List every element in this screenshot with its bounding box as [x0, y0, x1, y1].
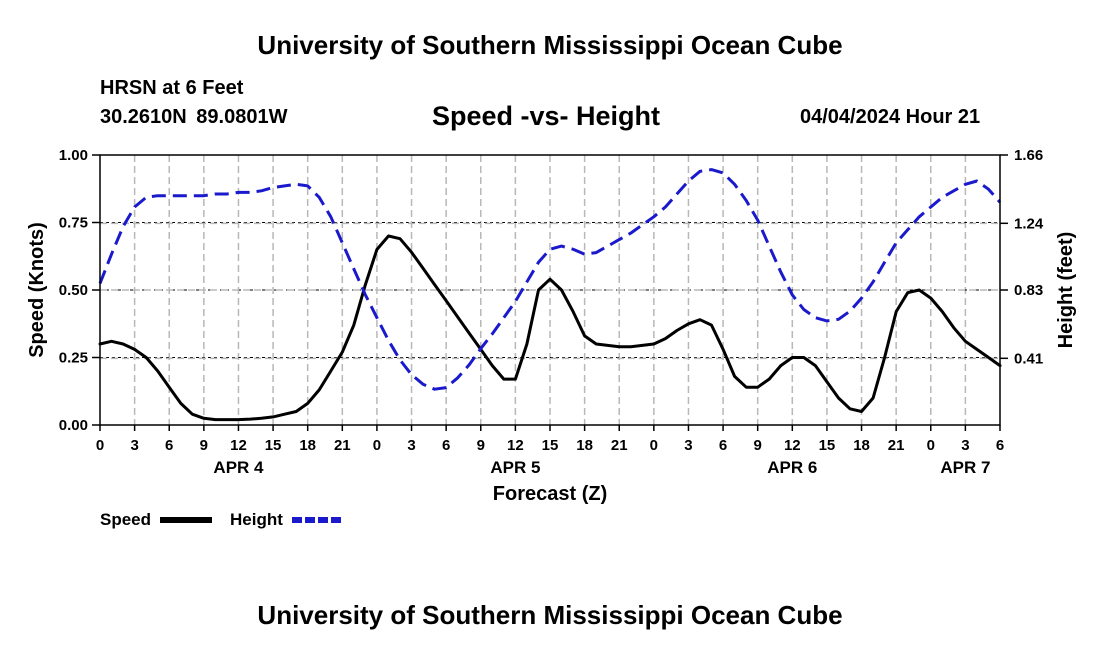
y-axis-title: Speed (Knots)	[26, 222, 48, 358]
y2-axis-title: Height (feet)	[1055, 232, 1077, 349]
x-tick-label: 6	[719, 437, 727, 454]
chart-subtitle: Speed -vs- Height	[432, 101, 661, 131]
chart-legend: Speed Height	[100, 510, 343, 529]
y2-tick-label: 1.66	[1014, 147, 1043, 164]
x-tick-label: 15	[265, 437, 282, 454]
x-tick-label: 12	[784, 437, 801, 454]
y-tick-label: 0.25	[59, 350, 88, 367]
x-tick-label: 21	[888, 437, 905, 454]
legend-label-height: Height	[230, 510, 283, 529]
series-lines	[98, 168, 1002, 422]
chart-main-title: University of Southern Mississippi Ocean…	[257, 30, 843, 60]
legend-label-speed: Speed	[100, 510, 151, 529]
day-label: APR 6	[767, 458, 817, 477]
x-tick-label: 12	[230, 437, 247, 454]
y2-tick-label: 1.24	[1014, 215, 1044, 232]
x-tick-label: 3	[407, 437, 415, 454]
grid-lines	[100, 154, 1000, 425]
day-label: APR 4	[213, 458, 264, 477]
y-tick-label: 0.75	[59, 215, 88, 232]
x-axis-title: Forecast (Z)	[493, 483, 607, 505]
y-tick-label: 0.00	[59, 417, 88, 434]
station-label: HRSN at 6 Feet	[100, 77, 244, 99]
x-tick-label: 0	[96, 437, 104, 454]
day-label: APR 5	[490, 458, 540, 477]
x-tick-label: 6	[996, 437, 1004, 454]
x-tick-label: 0	[650, 437, 658, 454]
x-tick-label: 3	[130, 437, 138, 454]
x-tick-label: 9	[754, 437, 762, 454]
x-tick-label: 9	[477, 437, 485, 454]
day-label: APR 7	[940, 458, 990, 477]
y-tick-label: 1.00	[59, 147, 88, 164]
series-line-speed	[98, 234, 1002, 422]
x-tick-label: 3	[961, 437, 969, 454]
x-tick-label: 18	[299, 437, 316, 454]
x-tick-label: 6	[165, 437, 173, 454]
x-tick-label: 21	[611, 437, 628, 454]
x-tick-label: 0	[373, 437, 381, 454]
x-tick-label: 3	[684, 437, 692, 454]
x-tick-label: 0	[927, 437, 935, 454]
forecast-timestamp: 04/04/2024 Hour 21	[800, 106, 981, 128]
y-tick-label: 0.50	[59, 282, 88, 299]
chart-footer-title: University of Southern Mississippi Ocean…	[257, 600, 843, 630]
x-tick-label: 18	[853, 437, 870, 454]
x-tick-label: 21	[334, 437, 351, 454]
x-tick-label: 12	[507, 437, 524, 454]
axes: 0 3 6 9 12 15 18 21 0 3 6 9 12 15 18 21 0 3 6 9 12 15 18 21 0 3 6 0…	[59, 147, 1044, 477]
station-coordinates: 30.2610N 89.0801W	[100, 106, 288, 128]
x-tick-label: 6	[442, 437, 450, 454]
x-tick-label: 15	[819, 437, 836, 454]
x-tick-label: 15	[542, 437, 559, 454]
x-tick-label: 9	[200, 437, 208, 454]
x-tick-label: 18	[576, 437, 593, 454]
y2-tick-label: 0.41	[1014, 350, 1043, 367]
y2-tick-label: 0.83	[1014, 282, 1043, 299]
